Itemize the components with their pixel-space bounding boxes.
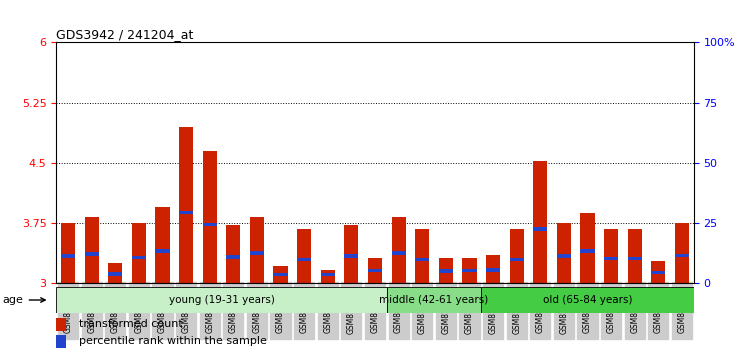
- Bar: [250, 217, 264, 283]
- Bar: [226, 255, 241, 259]
- Bar: [226, 225, 241, 283]
- Bar: [321, 273, 334, 276]
- Bar: [202, 223, 217, 226]
- Bar: [675, 223, 689, 283]
- Bar: [392, 217, 406, 283]
- Bar: [651, 261, 665, 283]
- Bar: [486, 268, 500, 272]
- Bar: [155, 249, 170, 253]
- Bar: [392, 251, 406, 255]
- Bar: [651, 270, 665, 274]
- Bar: [179, 211, 194, 215]
- Bar: [250, 251, 264, 255]
- Bar: [580, 249, 595, 253]
- Bar: [416, 258, 429, 261]
- Bar: [482, 287, 694, 313]
- Bar: [61, 254, 75, 258]
- Bar: [604, 229, 618, 283]
- Bar: [509, 229, 524, 283]
- Bar: [274, 266, 288, 283]
- Bar: [368, 269, 382, 273]
- Bar: [155, 207, 170, 283]
- Bar: [56, 335, 66, 348]
- Bar: [132, 256, 146, 259]
- Bar: [202, 151, 217, 283]
- Bar: [56, 318, 66, 331]
- Bar: [675, 254, 689, 257]
- Bar: [439, 257, 453, 283]
- Bar: [462, 257, 476, 283]
- Bar: [274, 273, 288, 276]
- Bar: [416, 229, 429, 283]
- Bar: [387, 287, 482, 313]
- Text: young (19-31 years): young (19-31 years): [169, 295, 274, 305]
- Bar: [604, 257, 618, 260]
- Bar: [56, 287, 387, 313]
- Bar: [556, 254, 571, 258]
- Bar: [533, 161, 548, 283]
- Bar: [108, 263, 122, 283]
- Bar: [61, 223, 75, 283]
- Bar: [321, 269, 334, 283]
- Bar: [132, 223, 146, 283]
- Bar: [486, 255, 500, 283]
- Bar: [85, 217, 99, 283]
- Bar: [556, 223, 571, 283]
- Bar: [368, 257, 382, 283]
- Bar: [580, 213, 595, 283]
- Bar: [344, 254, 358, 258]
- Bar: [344, 225, 358, 283]
- Text: GDS3942 / 241204_at: GDS3942 / 241204_at: [56, 28, 194, 41]
- Bar: [628, 229, 642, 283]
- Bar: [179, 127, 194, 283]
- Bar: [297, 258, 311, 261]
- Bar: [297, 229, 311, 283]
- Text: middle (42-61 years): middle (42-61 years): [380, 295, 489, 305]
- Bar: [533, 227, 548, 231]
- Bar: [509, 258, 524, 261]
- Text: transformed count: transformed count: [79, 319, 182, 329]
- Bar: [462, 269, 476, 273]
- Bar: [628, 257, 642, 260]
- Bar: [439, 269, 453, 273]
- Text: old (65-84 years): old (65-84 years): [543, 295, 632, 305]
- Bar: [85, 252, 99, 256]
- Text: percentile rank within the sample: percentile rank within the sample: [79, 336, 266, 346]
- Bar: [108, 272, 122, 275]
- Text: age: age: [3, 295, 45, 305]
